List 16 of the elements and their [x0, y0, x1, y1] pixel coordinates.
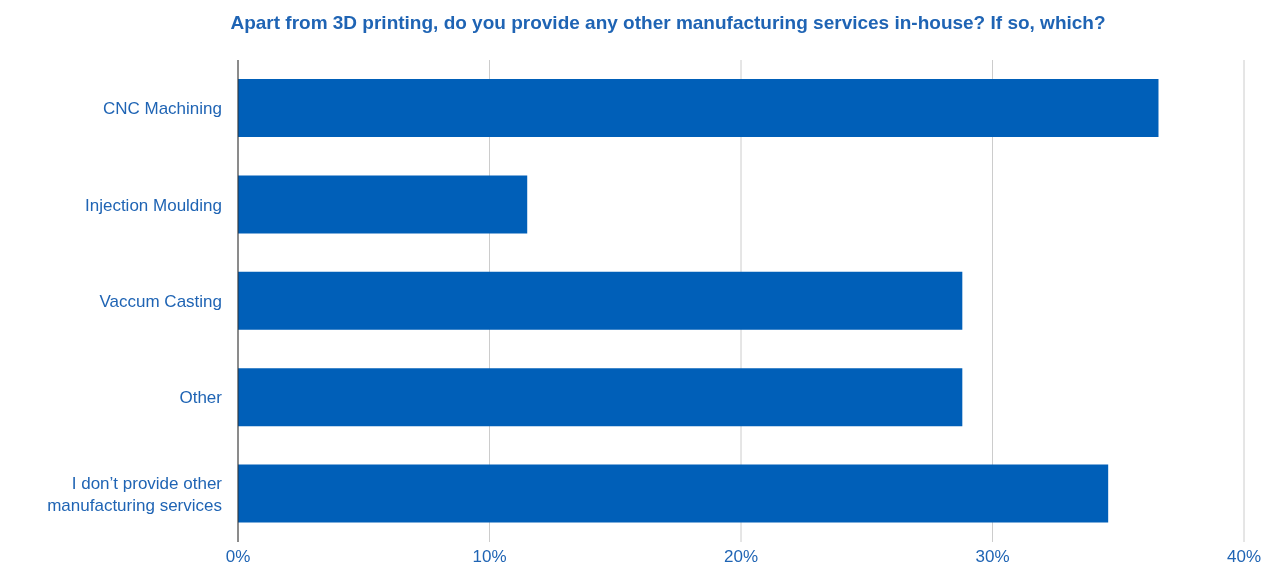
chart-title: Apart from 3D printing, do you provide any other manufacturing services in-house? If so, which?	[229, 11, 1107, 35]
x-tick-label: 40%	[1226, 547, 1262, 567]
y-tick-label: I don’t provide other manufacturing services	[47, 473, 223, 515]
y-tick-label: Vaccum Casting	[99, 291, 222, 311]
y-tick-label: CNC Machining	[102, 98, 222, 118]
bar	[238, 368, 963, 427]
x-tick-label: 20%	[723, 547, 759, 567]
y-tick-label: Injection Moulding	[84, 195, 222, 215]
x-tick-label: 0%	[225, 547, 251, 567]
bar	[238, 464, 1109, 523]
bar	[238, 79, 1159, 137]
x-tick-label: 10%	[472, 547, 507, 567]
bar	[238, 175, 528, 234]
y-tick-label: Other	[179, 387, 223, 407]
bar	[238, 271, 963, 330]
x-tick-label: 30%	[975, 547, 1010, 567]
